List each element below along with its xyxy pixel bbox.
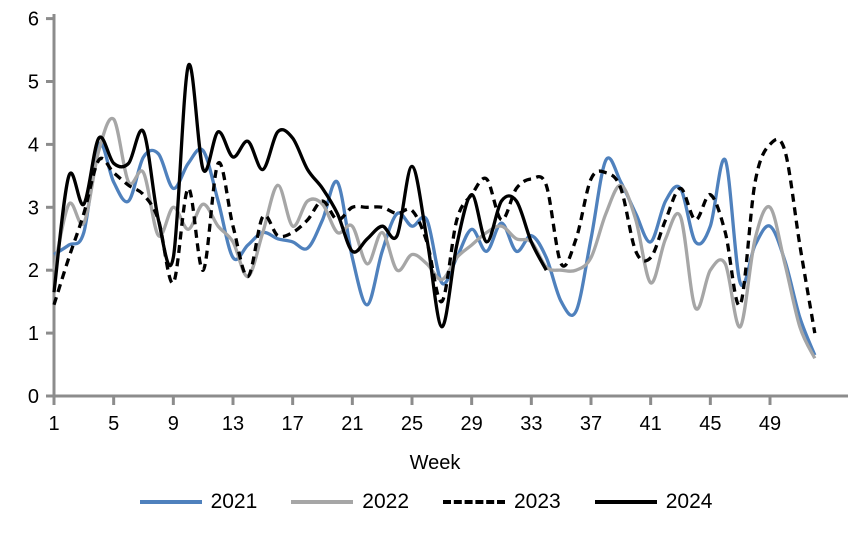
svg-text:37: 37 [580,413,602,435]
svg-text:49: 49 [759,413,781,435]
chart-legend: 2021 2022 2023 2024 [0,490,852,514]
svg-text:6: 6 [28,9,39,31]
svg-text:9: 9 [168,413,179,435]
svg-text:3: 3 [28,197,39,219]
legend-label-2024: 2024 [665,490,713,513]
svg-text:5: 5 [108,413,119,435]
legend-line-2023 [443,500,505,504]
svg-text:5: 5 [28,72,39,94]
legend-label-2021: 2021 [210,490,258,513]
svg-text:33: 33 [520,413,542,435]
svg-text:25: 25 [401,413,423,435]
svg-text:13: 13 [222,413,244,435]
svg-text:1: 1 [48,413,59,435]
x-axis-title: Week [409,452,461,474]
svg-text:1: 1 [28,323,39,345]
svg-text:21: 21 [341,413,363,435]
legend-item-2023: 2023 [443,490,561,514]
svg-text:29: 29 [461,413,483,435]
svg-text:0: 0 [28,386,39,408]
svg-text:2: 2 [28,260,39,282]
legend-line-2021 [139,500,202,504]
svg-text:41: 41 [640,413,662,435]
svg-text:45: 45 [699,413,721,435]
legend-label-2022: 2022 [362,490,409,513]
legend-line-2022 [291,500,354,504]
legend-item-2022: 2022 [291,490,409,514]
legend-item-2021: 2021 [139,490,258,514]
legend-item-2024: 2024 [594,490,713,514]
svg-text:17: 17 [282,413,304,435]
svg-text:4: 4 [28,134,39,156]
legend-label-2023: 2023 [514,490,561,513]
legend-line-2024 [594,500,657,504]
